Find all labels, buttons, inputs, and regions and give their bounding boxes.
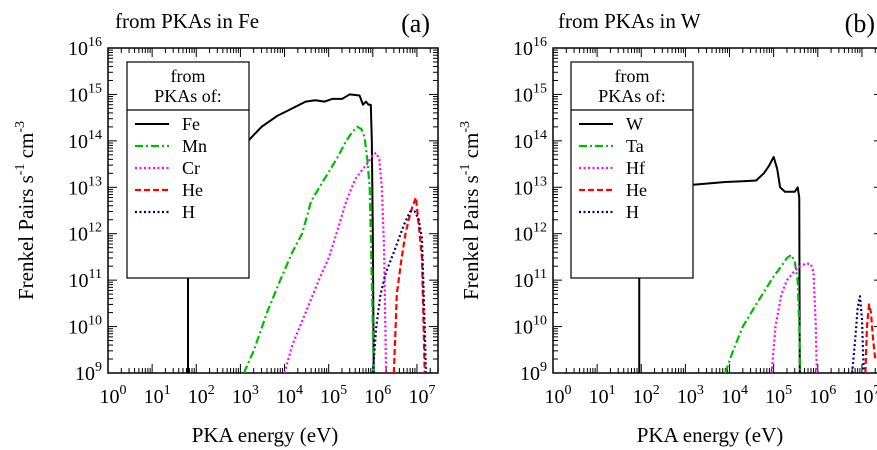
y-tick-label-a-1: 1010 xyxy=(68,314,102,339)
y-tick-label-a-2: 1011 xyxy=(69,267,102,292)
y-tick-label-b-0: 109 xyxy=(520,360,547,385)
panel-a-fe: 100 101 102 103 104 105 106 107 109 1010 1011 1012 1… xyxy=(13,9,439,447)
legend-label-a-he: He xyxy=(182,180,203,200)
x-axis-label-a: PKA energy (eV) xyxy=(192,423,339,447)
x-tick-label-a-1: 101 xyxy=(144,383,171,408)
y-tick-label-b-1: 1010 xyxy=(513,314,547,339)
tick-marks-a xyxy=(107,47,439,374)
x-tick-label-b-3: 103 xyxy=(677,383,704,408)
x-tick-label-b-4: 104 xyxy=(721,383,748,408)
panel-label-a: (a) xyxy=(401,9,430,38)
x-tick-label-b-0: 100 xyxy=(545,383,572,408)
x-axis-label-b: PKA energy (eV) xyxy=(637,423,784,447)
x-tick-label-b-7: 107 xyxy=(853,383,877,408)
x-tick-label-a-4: 104 xyxy=(276,383,303,408)
legend-label-b-ta: Ta xyxy=(626,136,644,156)
y-tick-label-b-5: 1014 xyxy=(513,128,547,153)
series-line-a-cr xyxy=(283,151,388,373)
x-tick-label-a-2: 102 xyxy=(188,383,215,408)
panel-title-b: from PKAs in W xyxy=(558,9,701,33)
series-line-a-h xyxy=(371,210,428,373)
legend-title-b-2: PKAs of: xyxy=(598,86,666,106)
series-line-b-he xyxy=(864,303,877,373)
x-tick-label-a-6: 106 xyxy=(364,383,391,408)
y-tick-label-a-3: 1012 xyxy=(68,221,102,246)
x-tick-label-a-7: 107 xyxy=(408,383,435,408)
x-tick-label-a-0: 100 xyxy=(100,383,127,408)
series-line-a-mn xyxy=(242,125,375,373)
y-tick-label-b-2: 1011 xyxy=(514,267,547,292)
legend-label-a-fe: Fe xyxy=(182,114,200,134)
legend-label-b-h: H xyxy=(626,202,639,222)
x-tick-label-b-2: 102 xyxy=(633,383,660,408)
y-axis-label-b: Frenkel Pairs s-1 cm-3 xyxy=(458,121,483,300)
x-tick-label-b-1: 101 xyxy=(589,383,616,408)
legend-label-b-hf: Hf xyxy=(626,158,645,178)
x-tick-label-a-3: 103 xyxy=(232,383,259,408)
x-tick-label-b-5: 105 xyxy=(765,383,792,408)
y-tick-label-a-6: 1015 xyxy=(68,81,102,106)
y-tick-label-b-7: 1016 xyxy=(513,35,547,60)
y-tick-label-a-0: 109 xyxy=(75,360,102,385)
legend-label-a-mn: Mn xyxy=(182,136,207,156)
legend-label-a-h: H xyxy=(182,202,195,222)
series-line-b-ta xyxy=(724,253,802,373)
legend-label-a-cr: Cr xyxy=(182,158,200,178)
series-group-b xyxy=(638,155,877,373)
legend-box-b xyxy=(570,61,694,279)
legend-label-b-he: He xyxy=(626,180,647,200)
plot-frame-b xyxy=(552,47,877,374)
y-tick-label-a-7: 1016 xyxy=(68,35,102,60)
series-line-b-hf xyxy=(770,262,818,373)
panel-label-b: (b) xyxy=(845,9,875,38)
series-line-b-h xyxy=(851,295,865,373)
legend-title-a-2: PKAs of: xyxy=(154,86,222,106)
y-tick-label-a-4: 1013 xyxy=(68,174,102,199)
legend-title-b-1: from xyxy=(615,66,650,86)
y-axis-label-a: Frenkel Pairs s-1 cm-3 xyxy=(13,121,38,300)
legend-box-a xyxy=(126,61,250,279)
legend-label-b-w: W xyxy=(626,114,643,134)
y-tick-label-b-6: 1015 xyxy=(513,81,547,106)
y-tick-label-b-4: 1013 xyxy=(513,174,547,199)
panel-title-a: from PKAs in Fe xyxy=(115,9,259,33)
y-tick-label-b-3: 1012 xyxy=(513,221,547,246)
x-tick-label-b-6: 106 xyxy=(809,383,836,408)
legend-title-a-1: from xyxy=(171,66,206,86)
tick-marks-b xyxy=(552,47,877,374)
plot-frame-a xyxy=(107,47,439,374)
y-tick-label-a-5: 1014 xyxy=(68,128,102,153)
panel-b-w: 100 101 102 103 104 105 106 107 109 1010 1011 1012 1… xyxy=(458,9,877,447)
x-tick-label-a-5: 105 xyxy=(320,383,347,408)
